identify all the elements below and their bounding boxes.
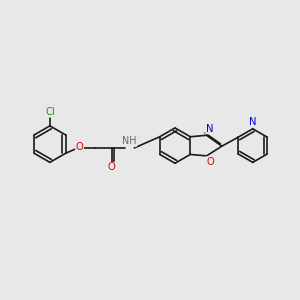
Text: N: N xyxy=(206,124,213,134)
Text: Cl: Cl xyxy=(45,107,55,117)
Text: N: N xyxy=(249,117,256,127)
Text: NH: NH xyxy=(122,136,136,146)
Text: O: O xyxy=(76,142,83,152)
Text: O: O xyxy=(206,157,214,167)
Text: O: O xyxy=(108,162,116,172)
